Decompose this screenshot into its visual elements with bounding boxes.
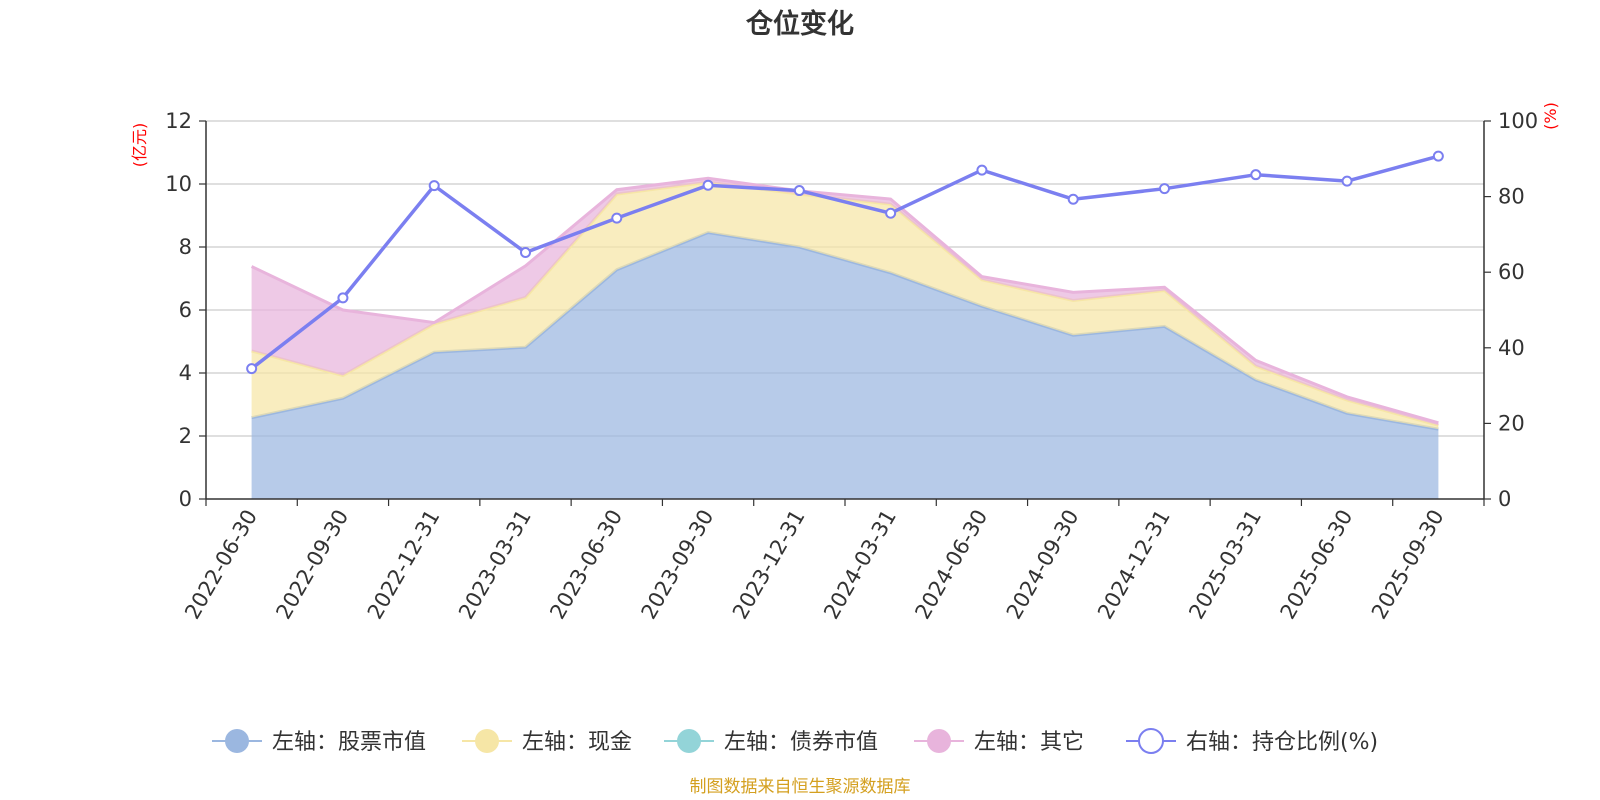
ratio-point bbox=[1341, 175, 1353, 187]
x-axis-tick-label: 2025-09-30 bbox=[1367, 506, 1449, 624]
area-左轴：其它 bbox=[251, 178, 1439, 426]
ratio-line-series bbox=[246, 150, 1444, 375]
legend-marker bbox=[1138, 728, 1164, 754]
x-axis-tick-label: 2024-06-30 bbox=[910, 506, 992, 624]
ratio-point bbox=[1432, 150, 1444, 162]
x-axis-tick-label: 2024-09-30 bbox=[1002, 506, 1084, 624]
x-axis-tick-label: 2022-06-30 bbox=[180, 506, 262, 624]
area-edge-左轴：其它 bbox=[250, 176, 1439, 425]
legend-marker bbox=[677, 729, 701, 753]
legend-label: 左轴：其它 bbox=[974, 730, 1084, 755]
legend-label: 左轴：现金 bbox=[522, 730, 632, 755]
legend-marker bbox=[475, 729, 499, 753]
legend-label: 左轴：股票市值 bbox=[272, 730, 426, 755]
right-axis-tick-label: 40 bbox=[1498, 336, 1525, 360]
x-axis-tick-label: 2023-12-31 bbox=[728, 506, 810, 624]
legend-marker bbox=[225, 729, 249, 753]
ratio-point bbox=[1067, 193, 1079, 205]
x-axis-tick-label: 2023-03-31 bbox=[454, 506, 536, 624]
left-axis-tick-label: 4 bbox=[179, 361, 192, 385]
ratio-point bbox=[793, 185, 805, 197]
area-左轴：现金 bbox=[251, 182, 1439, 430]
x-axis-tick-label: 2025-03-31 bbox=[1184, 506, 1266, 624]
left-axis-tick-label: 12 bbox=[165, 109, 192, 133]
ratio-point bbox=[428, 180, 440, 192]
legend-label: 左轴：债券市值 bbox=[724, 730, 878, 755]
x-axis-tick-label: 2023-09-30 bbox=[637, 506, 719, 624]
ratio-point bbox=[1159, 183, 1170, 195]
ratio-point bbox=[520, 247, 531, 259]
x-axis-tick-label: 2022-12-31 bbox=[363, 506, 445, 624]
ratio-point bbox=[976, 164, 988, 176]
left-axis-tick-label: 6 bbox=[179, 298, 192, 322]
right-axis-tick-label: 100 bbox=[1498, 109, 1538, 133]
area-series bbox=[250, 176, 1439, 499]
ratio-line bbox=[250, 154, 1439, 370]
area-左轴：股票市值 bbox=[251, 232, 1439, 499]
ratio-point bbox=[885, 207, 897, 219]
x-axis-tick-label: 2023-06-30 bbox=[545, 506, 627, 624]
right-axis-tick-label: 80 bbox=[1498, 185, 1525, 209]
left-axis-unit: (亿元) bbox=[130, 123, 149, 168]
left-axis-tick-label: 0 bbox=[179, 487, 192, 511]
x-axis-tick-label: 2024-12-31 bbox=[1093, 506, 1175, 624]
ratio-point bbox=[611, 212, 623, 224]
ratio-point bbox=[337, 292, 349, 304]
left-axis-tick-label: 10 bbox=[165, 172, 192, 196]
left-axis-tick-label: 2 bbox=[179, 424, 192, 448]
right-axis-tick-label: 0 bbox=[1498, 487, 1511, 511]
left-axis-tick-label: 8 bbox=[179, 235, 192, 259]
source-note: 制图数据来自恒生聚源数据库 bbox=[690, 777, 911, 797]
x-axis-tick-label: 2025-06-30 bbox=[1276, 506, 1358, 624]
legend-marker bbox=[927, 729, 951, 753]
ratio-point bbox=[702, 179, 714, 191]
right-axis-tick-label: 20 bbox=[1498, 411, 1525, 435]
legend-label: 右轴：持仓比例(%) bbox=[1186, 730, 1378, 755]
x-axis-tick-label: 2022-09-30 bbox=[271, 506, 353, 624]
legend: 左轴：股票市值 左轴：现金 左轴：债券市值 左轴：其它 右轴：持仓比例(%) bbox=[212, 728, 1378, 755]
right-axis-tick-label: 60 bbox=[1498, 260, 1525, 284]
ratio-point bbox=[1250, 169, 1262, 181]
x-axis-tick-label: 2024-03-31 bbox=[819, 506, 901, 624]
right-axis-unit: (%) bbox=[1541, 102, 1560, 130]
ratio-point bbox=[246, 363, 258, 375]
chart-title: 仓位变化 bbox=[745, 8, 854, 40]
